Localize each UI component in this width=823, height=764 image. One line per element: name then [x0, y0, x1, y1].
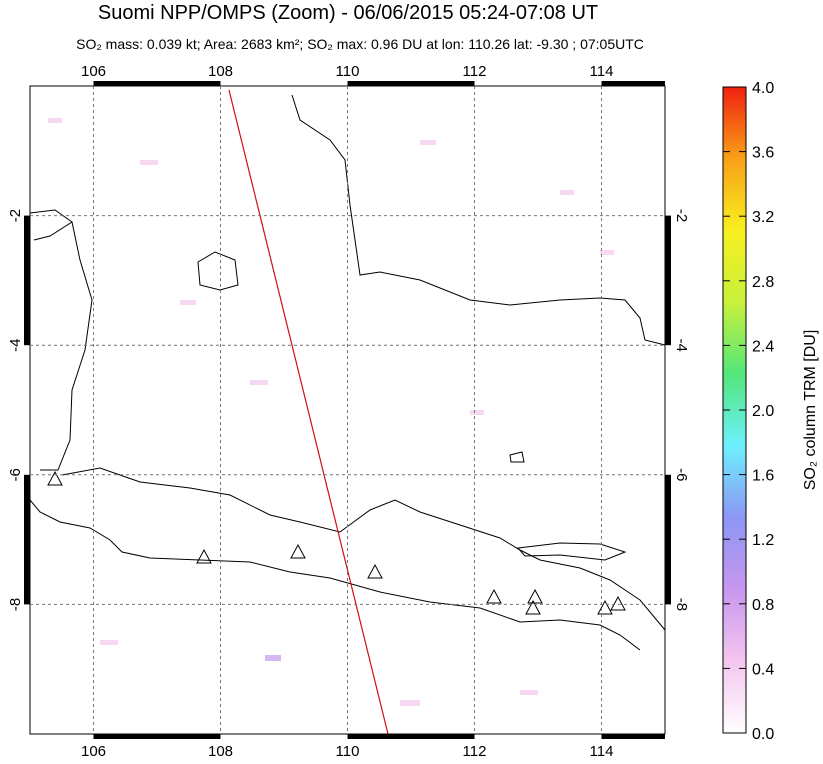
- colorbar-tick-label: 4.0: [752, 80, 774, 97]
- colorbar-tick-label: 1.2: [752, 532, 774, 549]
- x-tick-label: 114: [590, 743, 614, 759]
- x-tick-label: 108: [208, 63, 233, 80]
- frame-bar: [93, 81, 221, 86]
- volcanoes: [47, 470, 626, 615]
- colorbar-tick-label: 2.8: [752, 274, 774, 291]
- x-tick-label: 112: [463, 743, 487, 759]
- frame-bar: [24, 215, 30, 346]
- y-tick-label: -8: [7, 598, 24, 611]
- chart-subtitle: SO₂ mass: 0.039 kt; Area: 2683 km²; SO₂ …: [76, 36, 644, 52]
- frame-bar: [347, 81, 475, 86]
- colorbar-tick-label: 0.8: [752, 597, 774, 614]
- y-tick-label: -6: [7, 468, 24, 481]
- colorbar-tick-label: 2.4: [752, 338, 774, 355]
- frame-bar: [665, 474, 671, 605]
- colorbar-label: SO₂ column TRM [DU]: [802, 330, 819, 491]
- y-tick-label: -2: [673, 209, 690, 222]
- colorbar-tick-label: 3.2: [752, 209, 774, 226]
- y-tick-label: -4: [673, 339, 690, 352]
- colorbar-tick-label: 0.4: [752, 661, 774, 678]
- colorbar-tick-label: 2.0: [752, 403, 774, 420]
- frame-bar: [93, 734, 221, 739]
- x-tick-label: 106: [81, 743, 106, 759]
- frame-bar: [347, 734, 475, 739]
- y-tick-label: -2: [7, 209, 24, 222]
- y-tick-label: -6: [673, 468, 690, 481]
- x-tick-label: 114: [590, 63, 614, 80]
- x-tick-label: 110: [336, 743, 360, 759]
- colorbar-tick-label: 1.6: [752, 468, 774, 485]
- frame-bar: [601, 81, 665, 86]
- y-tick-label: -8: [673, 598, 690, 611]
- x-tick-label: 112: [463, 63, 487, 80]
- chart-title: Suomi NPP/OMPS (Zoom) - 06/06/2015 05:24…: [98, 2, 598, 24]
- frame-bar: [24, 474, 30, 605]
- x-tick-label: 110: [336, 63, 360, 80]
- x-tick-label: 106: [81, 63, 106, 80]
- background-speckle: [48, 118, 614, 706]
- frame-bar: [665, 215, 671, 346]
- y-tick-label: -4: [7, 339, 24, 352]
- x-tick-label: 108: [208, 743, 233, 759]
- colorbar-tick-label: 0.0: [752, 726, 774, 743]
- frame-bar: [601, 734, 665, 739]
- colorbar-tick-label: 3.6: [752, 145, 774, 162]
- orbit-track: [228, 89, 389, 735]
- coastlines: [29, 94, 666, 651]
